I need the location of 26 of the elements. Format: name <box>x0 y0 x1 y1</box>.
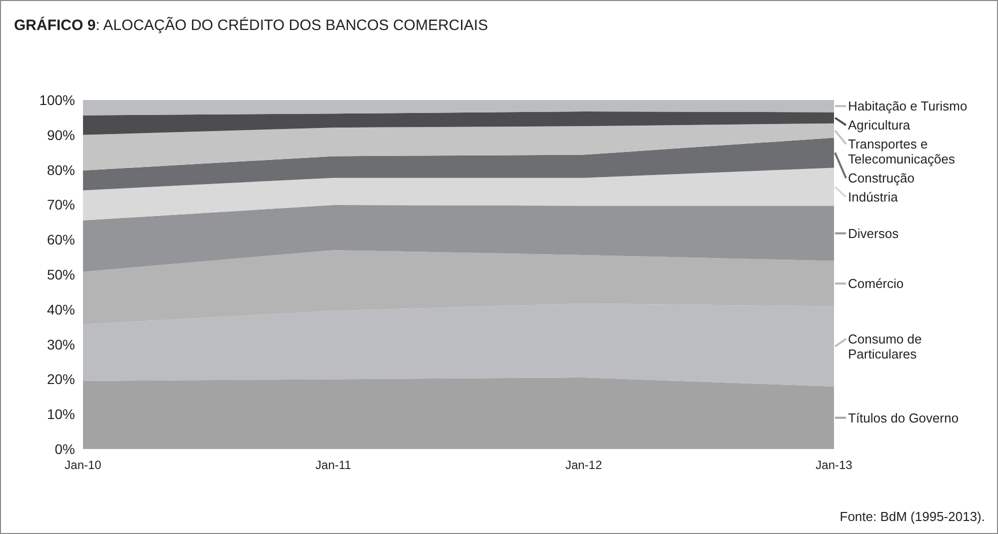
y-tick-label: 20% <box>46 371 75 388</box>
y-tick-label: 80% <box>46 162 75 178</box>
x-tick-label: Jan-13 <box>816 458 853 472</box>
x-tick-label: Jan-10 <box>64 458 102 472</box>
series-label: Construção <box>848 170 914 186</box>
source-note: Fonte: BdM (1995-2013). <box>840 509 986 524</box>
legend-label: Consumo de Particulares <box>848 331 926 362</box>
series-label: Agricultura <box>848 118 911 133</box>
y-tick-label: 90% <box>46 126 75 143</box>
y-tick-label: 0% <box>54 441 75 457</box>
y-tick-label: 50% <box>46 266 75 282</box>
y-tick-label: 100% <box>39 92 75 108</box>
chart-title: GRÁFICO 9: ALOCAÇÃO DO CRÉDITO DOS BANCOS COMERCIAIS <box>14 16 488 34</box>
x-tick-label: Jan-12 <box>565 458 602 472</box>
series-label: Transportes e Telecomunicações <box>848 136 956 167</box>
y-tick-label: 30% <box>46 336 75 352</box>
legend-label: Títulos do Governo <box>848 410 959 426</box>
y-tick-label: 60% <box>46 232 75 248</box>
legend-label: Indústria <box>848 190 899 205</box>
x-tick-label: Jan-11 <box>315 458 352 472</box>
series-label: Habitação e Turismo <box>848 98 968 114</box>
y-tick-label: 70% <box>46 196 75 213</box>
y-tick-label: 10% <box>46 406 75 422</box>
legend-label: Diversos <box>848 226 900 241</box>
legend-label: Comércio <box>848 276 904 292</box>
y-tick-label: 40% <box>46 301 75 318</box>
